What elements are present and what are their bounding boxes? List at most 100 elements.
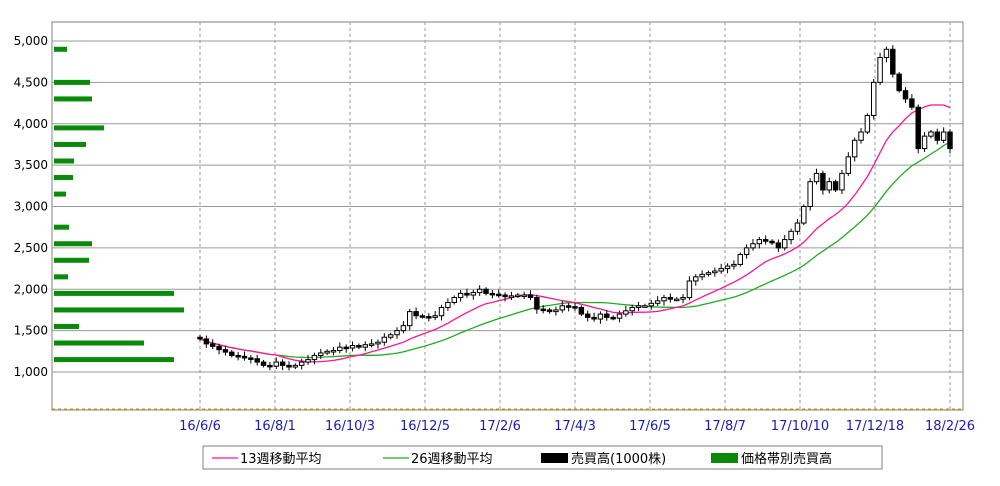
price-band-volume-bar xyxy=(54,357,174,363)
candle-body xyxy=(623,310,629,315)
candle-body xyxy=(298,361,305,366)
candle-body xyxy=(515,294,521,298)
candle-body xyxy=(540,308,546,312)
y-tick-label: 4,500 xyxy=(14,75,48,89)
candle-body xyxy=(343,346,349,350)
x-tick-label: 16/10/3 xyxy=(325,419,375,434)
candle-body xyxy=(851,139,858,158)
candle-body xyxy=(718,268,724,272)
candle-body xyxy=(476,288,483,294)
y-tick-label: 2,500 xyxy=(14,241,48,255)
x-tick-label: 16/8/1 xyxy=(254,419,296,434)
candle-body xyxy=(521,294,527,298)
y-tick-label: 2,000 xyxy=(14,282,48,296)
candle-body xyxy=(686,280,693,299)
candle-body xyxy=(387,334,394,338)
candle-body xyxy=(362,344,368,348)
price-band-volume-bar xyxy=(54,141,86,147)
candle-body xyxy=(597,313,604,320)
price-band-volume-bar xyxy=(54,191,66,197)
y-tick-label: 3,000 xyxy=(14,200,48,214)
candle-body xyxy=(782,239,788,249)
y-axis-tick-labels: 1,000 1,500 2,000 2,500 3,000 3,500 4,000 4,500… xyxy=(14,34,48,379)
legend-price-band-volume-label: 価格帯別売買高 xyxy=(741,451,832,467)
horizontal-gridlines xyxy=(52,40,963,373)
price-band-volume-bar xyxy=(54,175,73,181)
candle-body xyxy=(229,351,235,356)
candle-body xyxy=(839,172,845,191)
candle-body xyxy=(527,294,534,299)
price-band-volume-bar xyxy=(54,290,174,296)
candle-body xyxy=(457,292,464,299)
y-tick-label: 3,500 xyxy=(14,158,48,172)
candle-body xyxy=(699,273,705,278)
candle-body xyxy=(635,305,642,308)
candle-body xyxy=(400,325,407,332)
legend: 13週移動平均 26週移動平均 売買高(1000株) 価格帯別売買高 xyxy=(202,445,883,470)
candle-body xyxy=(610,316,616,320)
candle-body xyxy=(546,309,553,313)
price-band-volume-bar xyxy=(54,46,67,52)
candle-body xyxy=(413,311,419,317)
candle-body xyxy=(407,311,413,327)
candle-body xyxy=(584,313,591,318)
candle-body xyxy=(864,114,871,133)
candle-body xyxy=(858,131,864,141)
candle-body xyxy=(743,247,750,255)
candle-body xyxy=(330,349,337,353)
candle-body xyxy=(305,359,311,363)
candle-body xyxy=(801,206,807,224)
legend-ma13-label: 13週移動平均 xyxy=(240,452,322,467)
candle-body xyxy=(349,345,356,349)
candle-body xyxy=(788,230,794,241)
x-tick-label: 17/8/7 xyxy=(704,419,746,434)
candle-body xyxy=(286,364,292,368)
candle-body xyxy=(279,361,286,366)
candle-body xyxy=(565,305,572,308)
candle-body xyxy=(604,313,610,318)
candle-body xyxy=(642,305,648,308)
candle-body xyxy=(877,57,883,83)
legend-price-band-volume-swatch xyxy=(711,453,738,463)
candle-body xyxy=(915,106,921,150)
candle-body xyxy=(267,364,273,368)
candle-body xyxy=(654,300,661,304)
x-tick-label: 17/6/5 xyxy=(629,419,671,434)
price-band-volume-bar xyxy=(54,224,69,230)
candle-body xyxy=(235,354,241,358)
candle-body xyxy=(673,298,680,302)
candle-body xyxy=(648,302,654,307)
candle-body xyxy=(451,297,457,303)
y-tick-label: 1,500 xyxy=(14,324,48,338)
candle-body xyxy=(426,316,432,319)
candle-body xyxy=(826,181,832,191)
x-axis-tick-labels: 16/6/6 16/8/1 16/10/3 16/12/5 17/2/6 17/4/3 17… xyxy=(179,419,975,434)
candle-body xyxy=(680,297,686,300)
candle-body xyxy=(940,131,947,141)
candle-body xyxy=(934,131,941,141)
candle-body xyxy=(883,48,890,59)
candle-body xyxy=(502,294,508,298)
legend-volume-swatch xyxy=(541,453,568,463)
candle-body xyxy=(794,222,801,232)
candle-body xyxy=(578,306,585,315)
candle-body xyxy=(496,293,502,297)
price-band-volume-bar xyxy=(54,241,92,247)
candle-body xyxy=(318,352,324,356)
price-band-volume-bar xyxy=(54,125,104,131)
x-tick-label: 17/4/3 xyxy=(554,419,596,434)
candle-body xyxy=(769,240,775,244)
price-band-volume-bar xyxy=(54,274,68,280)
candle-body xyxy=(419,315,426,318)
candle-body xyxy=(756,239,763,245)
candle-body xyxy=(432,315,438,318)
candle-body xyxy=(209,343,216,347)
candle-body xyxy=(368,343,375,346)
price-band-volume-bars xyxy=(54,46,184,363)
candle-body xyxy=(273,361,279,367)
candle-body xyxy=(394,330,400,336)
price-band-volume-bar xyxy=(54,340,144,346)
candle-body xyxy=(445,301,451,308)
price-band-volume-bar xyxy=(54,323,79,329)
price-band-volume-bar xyxy=(54,158,74,164)
